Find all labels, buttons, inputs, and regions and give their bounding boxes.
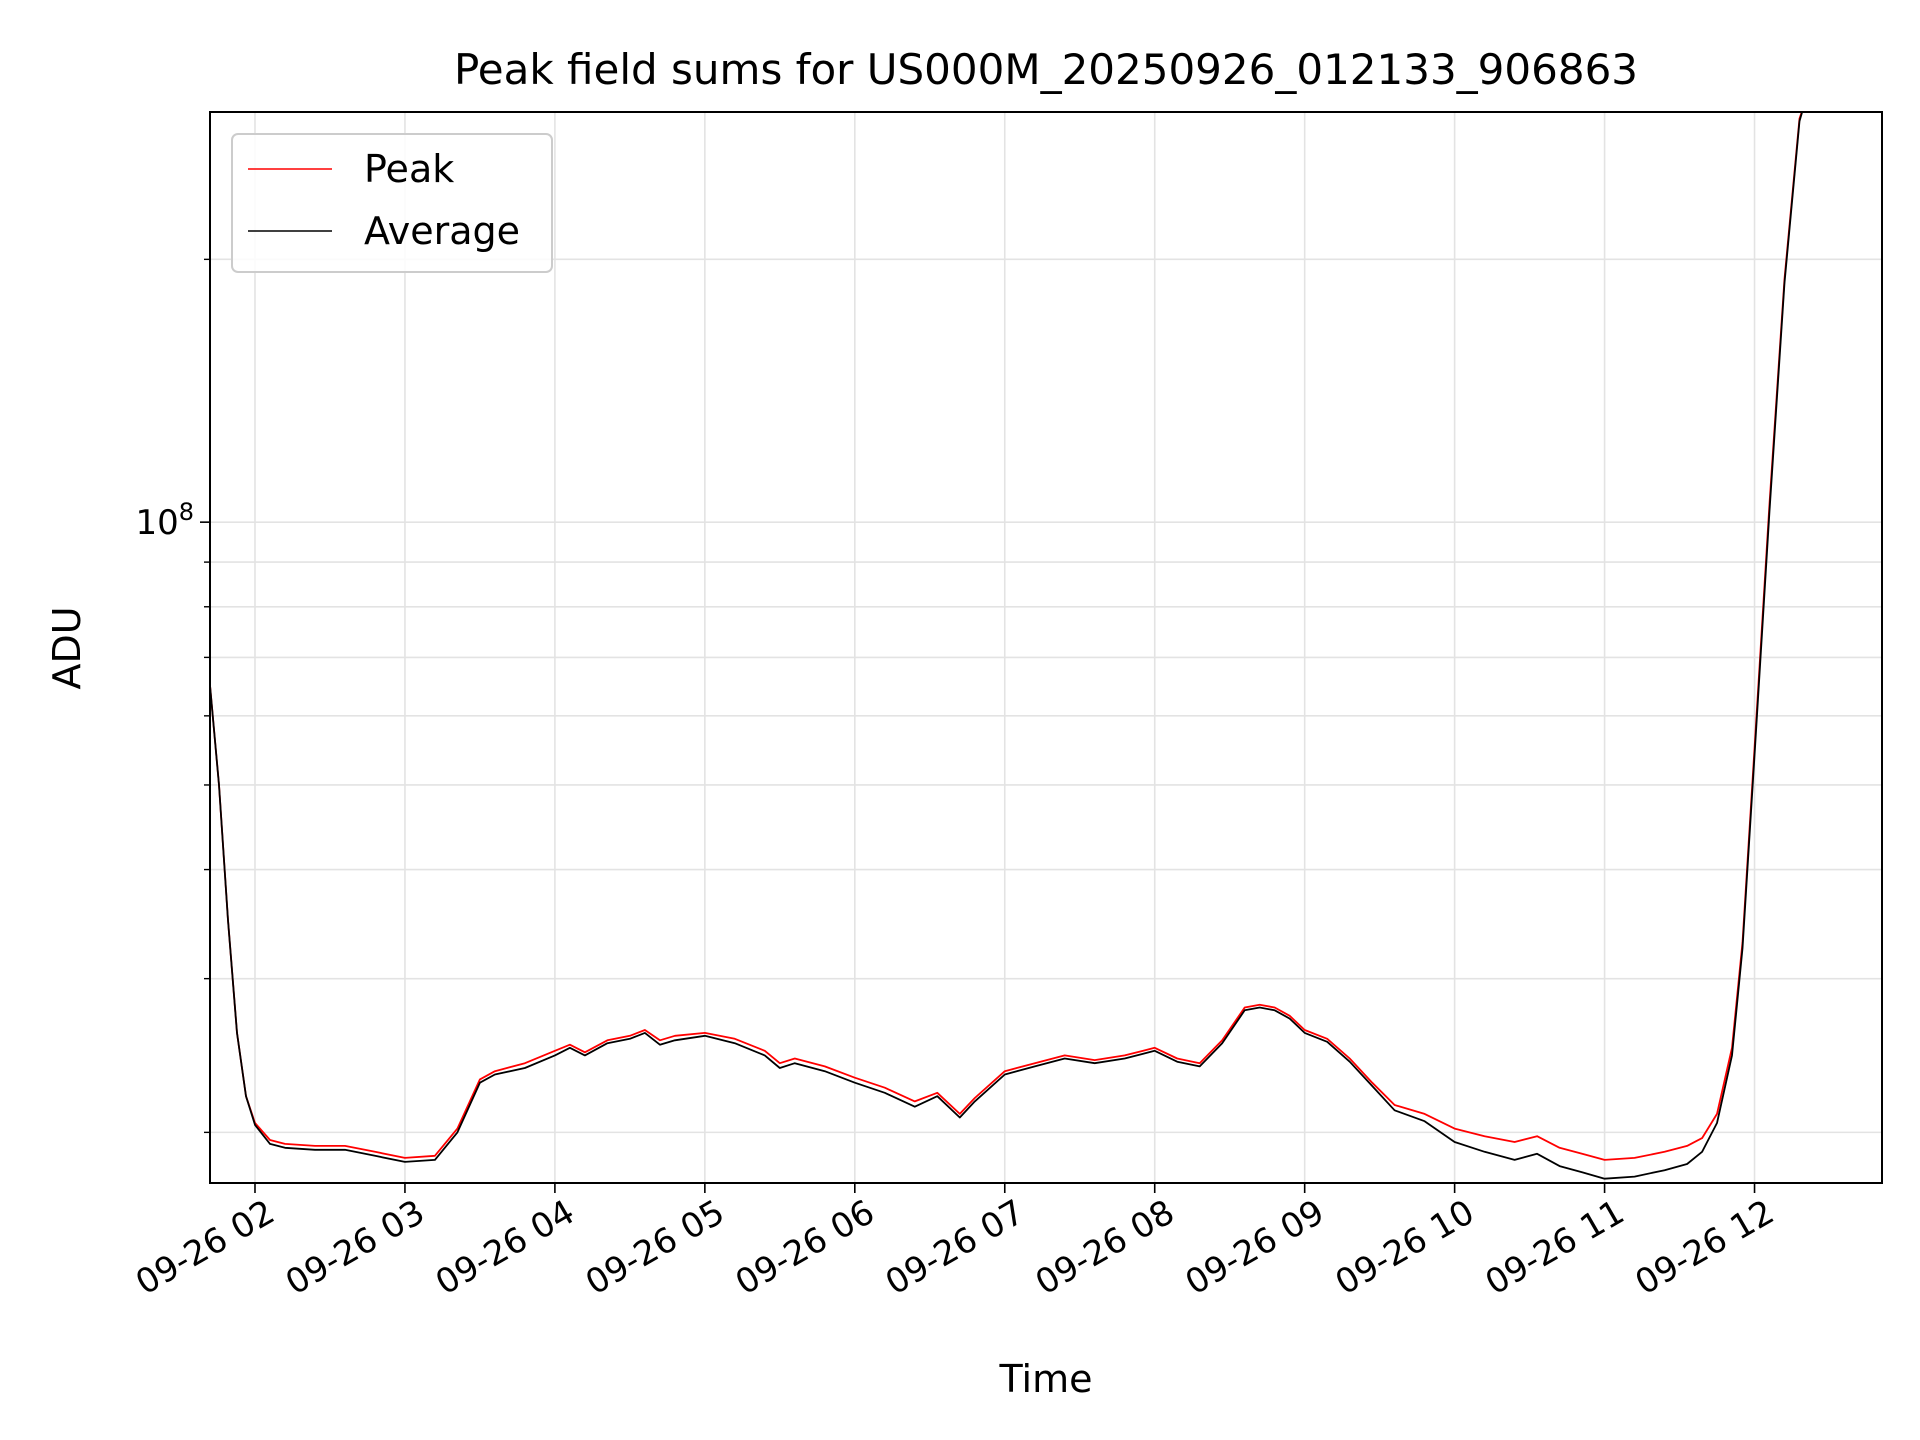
legend-peak-label: Peak (364, 147, 454, 191)
legend-average-label: Average (364, 209, 520, 253)
y-tick-label: 108 (135, 498, 194, 543)
chart-title: Peak field sums for US000M_20250926_0121… (454, 45, 1638, 94)
series-line-average (210, 112, 1804, 1180)
x-axis-label: Time (999, 1357, 1093, 1401)
plot-frame (209, 111, 1883, 1184)
y-axis-label: ADU (45, 606, 89, 689)
y-axis-ticks: 108 (135, 258, 210, 1134)
series-line-peak (210, 112, 1803, 1161)
legend: Peak Average (231, 133, 553, 273)
gridlines (210, 112, 1882, 1183)
series-group (210, 112, 1804, 1180)
